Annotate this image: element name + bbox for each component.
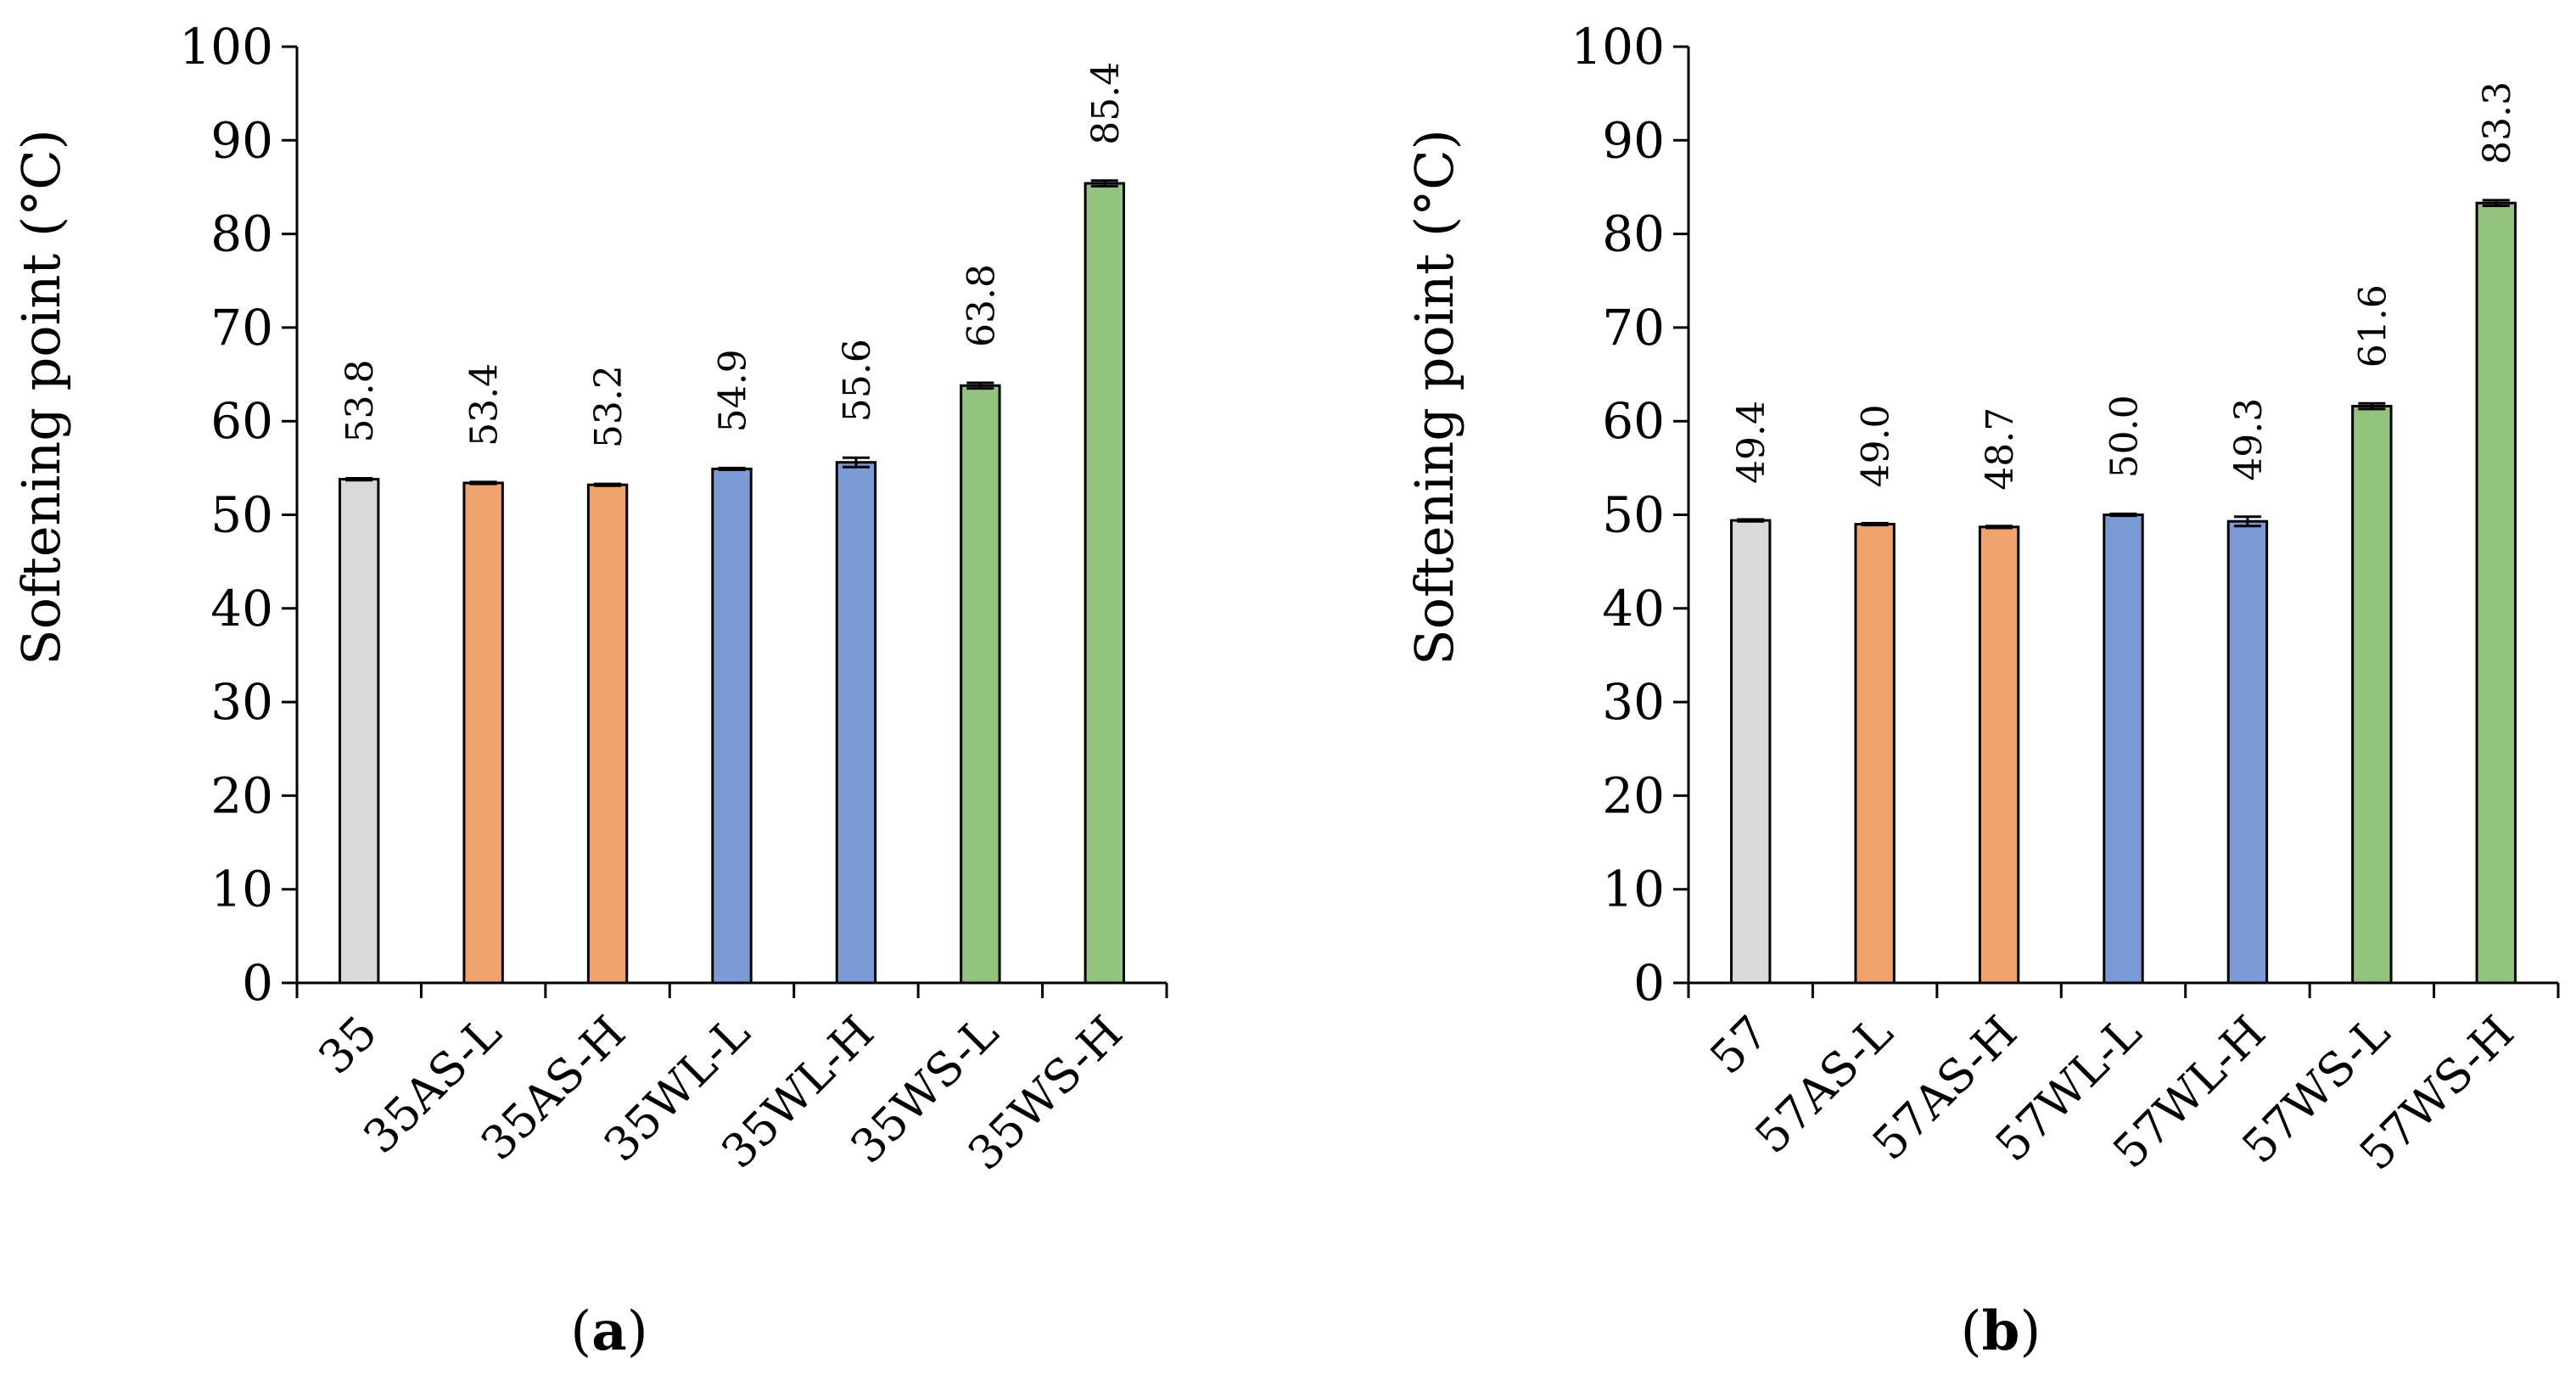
y-tick-label: 0 (242, 954, 273, 1012)
bar (1730, 519, 1772, 985)
bar (711, 467, 753, 985)
y-tick-label: 90 (210, 111, 273, 169)
value-label: 55.6 (836, 339, 879, 422)
y-tick-label: 10 (210, 861, 273, 918)
bar (1084, 182, 1125, 985)
panel-caption-letter: b (1982, 1299, 2020, 1363)
panel-caption-close: ) (2019, 1300, 2041, 1363)
category-label: 57 (1700, 1006, 1778, 1085)
y-tick-label: 70 (1602, 299, 1665, 356)
y-tick-label: 20 (1602, 766, 1665, 824)
y-axis-title: Softening point (°C) (10, 129, 72, 665)
y-axis-title: Softening point (°C) (1403, 129, 1465, 665)
bar (2475, 201, 2517, 985)
y-tick-label: 60 (210, 392, 273, 450)
bar (835, 461, 877, 985)
y-tick-label: 80 (210, 205, 273, 263)
bar (1978, 525, 2020, 985)
y-tick-label: 70 (210, 299, 273, 356)
y-tick-label: 60 (1602, 392, 1665, 450)
value-label: 63.8 (960, 264, 1003, 347)
y-tick-label: 0 (1633, 954, 1665, 1012)
chart-panel-a: 0 10 20 30 40 50 60 70 80 90 100 Softening point (°… (10, 18, 1168, 1363)
y-tick-label: 80 (1602, 205, 1665, 263)
y-tick-label: 30 (210, 673, 273, 731)
y-tick-label: 50 (210, 486, 273, 544)
value-label: 54.9 (712, 349, 755, 432)
y-tick-label: 10 (1602, 861, 1665, 918)
panel-caption: (a) (570, 1299, 647, 1363)
bar (2103, 514, 2144, 985)
y-tick-label: 90 (1602, 111, 1665, 169)
panel-caption: (b) (1961, 1299, 2041, 1363)
value-label: 49.3 (2227, 398, 2271, 481)
value-label: 83.3 (2476, 81, 2519, 165)
panel-caption-open: ( (570, 1300, 591, 1363)
bar (1854, 523, 1896, 985)
value-label: 53.8 (339, 360, 382, 443)
bar (339, 478, 380, 985)
bar (2226, 519, 2269, 985)
panel-caption-letter: a (591, 1299, 626, 1363)
y-tick-label: 20 (210, 766, 273, 824)
value-label: 49.0 (1855, 404, 1898, 487)
value-label: 61.6 (2351, 284, 2394, 368)
panel-caption-close: ) (627, 1300, 648, 1363)
value-label: 85.4 (1084, 62, 1128, 145)
category-label: 35 (308, 1006, 387, 1085)
bar (462, 481, 504, 985)
bar (960, 384, 1001, 985)
bar (586, 483, 629, 985)
y-tick-label: 40 (210, 580, 273, 637)
chart-panel-b: 0 10 20 30 40 50 60 70 80 90 100 Softening point (°… (1403, 18, 2560, 1363)
y-tick-label: 40 (1602, 580, 1665, 637)
value-label: 53.2 (587, 365, 630, 448)
value-label: 53.4 (463, 363, 507, 446)
value-label: 48.7 (1979, 407, 2022, 491)
y-tick-label: 30 (1602, 673, 1665, 731)
bar (2351, 405, 2393, 985)
value-label: 50.0 (2103, 395, 2147, 478)
y-tick-label: 100 (1571, 18, 1665, 76)
y-tick-label: 50 (1602, 486, 1665, 544)
value-label: 49.4 (1730, 401, 1773, 484)
y-tick-label: 100 (179, 18, 273, 76)
panel-caption-open: ( (1961, 1300, 1982, 1363)
